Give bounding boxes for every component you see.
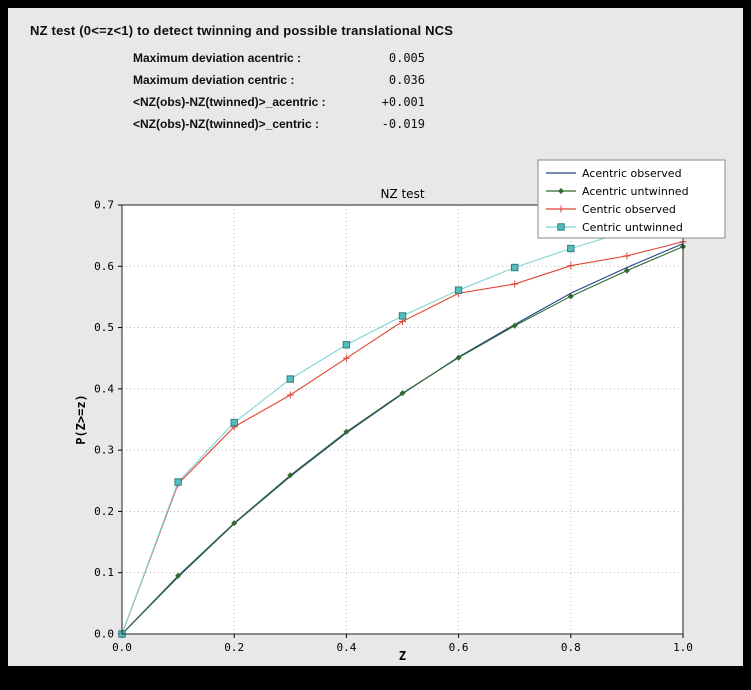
stat-label: Maximum deviation centric : [133,73,295,87]
x-tick-label: 1.0 [673,641,693,654]
legend-item-centric-observed: Centric observed [546,203,676,216]
legend-label: Centric untwinned [582,221,683,234]
stat-label: <NZ(obs)-NZ(twinned)>_acentric : [133,95,326,109]
legend-item-acentric-untwinned: Acentric untwinned [546,185,689,198]
stat-value: 0.036 [388,73,425,87]
plot-background [122,205,683,634]
stat-label: Maximum deviation acentric : [133,51,302,65]
x-tick-label: 0.0 [112,641,132,654]
stat-value: +0.001 [381,95,425,109]
stat-row: Maximum deviation centric : 0.036 [133,73,743,95]
stat-value: 0.005 [388,51,425,65]
chart-legend: Acentric observed Acentric untwinned Centr… [537,159,726,239]
legend-item-centric-untwinned: Centric untwinned [546,221,683,234]
x-tick-label: 0.8 [561,641,581,654]
y-tick-label: 0.0 [94,628,114,641]
plot-panel: NZ test (0<=z<1) to detect twinning and … [8,8,743,666]
legend-label: Acentric observed [582,167,682,180]
page-title: NZ test (0<=z<1) to detect twinning and … [30,23,454,38]
stat-label: <NZ(obs)-NZ(twinned)>_centric : [133,117,320,131]
y-tick-label: 0.6 [94,260,114,273]
stat-row: <NZ(obs)-NZ(twinned)>_centric : -0.019 [133,117,743,139]
y-tick-label: 0.2 [94,505,114,518]
legend-label: Acentric untwinned [582,185,689,198]
chart-series-centric-untwinned [118,211,687,638]
y-axis-label: P(Z>=z) [74,394,88,445]
stat-row: Maximum deviation acentric : 0.005 [133,51,743,73]
y-tick-label: 0.1 [94,566,114,579]
y-tick-label: 0.5 [94,321,114,334]
nz-test-chart: 0.0 0.2 0.4 0.6 0.8 1.0 0.0 0.1 0.2 0.3 0.4 0.5 0.6 0… [74,159,726,663]
stat-row: <NZ(obs)-NZ(twinned)>_acentric : +0.001 [133,95,743,117]
x-tick-label: 0.4 [336,641,356,654]
stat-value: -0.019 [381,117,425,131]
chart-title: NZ test [380,187,424,201]
plot-frame [121,204,684,635]
y-tick-label: 0.7 [94,199,114,212]
y-tick-label: 0.4 [94,382,114,395]
chart-grid [122,205,683,634]
y-tick-label: 0.3 [94,444,114,457]
stats-block: Maximum deviation acentric : 0.005 Maxim… [133,51,743,139]
legend-label: Centric observed [582,203,676,216]
x-tick-label: 0.6 [449,641,469,654]
x-axis-label: Z [399,649,406,663]
legend-item-acentric-observed: Acentric observed [546,167,682,180]
x-tick-label: 0.2 [224,641,244,654]
